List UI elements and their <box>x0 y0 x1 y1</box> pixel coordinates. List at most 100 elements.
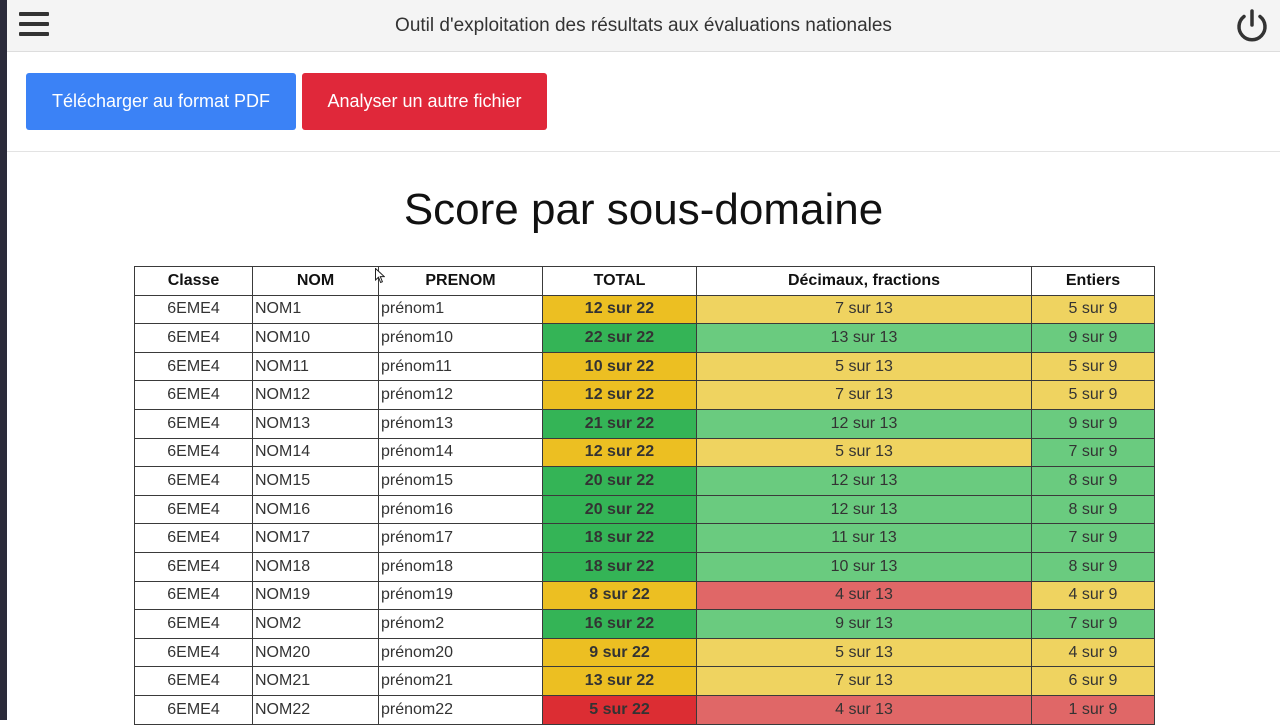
cell-decimaux-fractions: 4 sur 13 <box>696 694 1032 725</box>
column-header-total[interactable]: TOTAL <box>542 266 697 296</box>
cell-classe: 6EME4 <box>134 323 253 353</box>
table-row: 6EME4 NOM16 prénom16 20 sur 22 12 sur 13 8 su… <box>134 494 1155 525</box>
table-row: 6EME4 NOM17 prénom17 18 sur 22 11 sur 13 7 su… <box>134 523 1155 553</box>
cell-total: 13 sur 22 <box>542 666 697 696</box>
table-row: 6EME4 NOM20 prénom20 9 sur 22 5 sur 13 4 sur … <box>134 637 1155 668</box>
cell-classe: 6EME4 <box>134 466 253 496</box>
action-bar: Télécharger au format PDF Analyser un au… <box>7 52 1280 152</box>
cell-classe: 6EME4 <box>134 351 253 382</box>
power-icon[interactable] <box>1233 7 1271 45</box>
cell-entiers: 9 sur 9 <box>1031 408 1155 439</box>
score-table: Classe NOM PRENOM TOTAL Décimaux, fracti… <box>134 266 1155 725</box>
cell-nom: NOM18 <box>252 551 379 582</box>
cell-nom: NOM19 <box>252 580 379 611</box>
cell-total: 12 sur 22 <box>542 437 697 468</box>
cell-prenom: prénom20 <box>378 637 543 668</box>
table-row: 6EME4 NOM21 prénom21 13 sur 22 7 sur 13 6 sur… <box>134 666 1155 696</box>
cell-decimaux-fractions: 4 sur 13 <box>696 580 1032 611</box>
column-header-nom[interactable]: NOM <box>252 266 379 296</box>
table-row: 6EME4 NOM19 prénom19 8 sur 22 4 sur 13 4 sur … <box>134 580 1155 611</box>
window-edge <box>0 0 7 720</box>
cell-total: 18 sur 22 <box>542 551 697 582</box>
cell-decimaux-fractions: 7 sur 13 <box>696 380 1032 410</box>
cell-decimaux-fractions: 9 sur 13 <box>696 609 1032 639</box>
cell-entiers: 4 sur 9 <box>1031 637 1155 668</box>
table-header-row: Classe NOM PRENOM TOTAL Décimaux, fracti… <box>134 266 1155 296</box>
cell-classe: 6EME4 <box>134 637 253 668</box>
cell-total: 12 sur 22 <box>542 380 697 410</box>
table-row: 6EME4 NOM18 prénom18 18 sur 22 10 sur 13 8 su… <box>134 551 1155 582</box>
cell-entiers: 8 sur 9 <box>1031 466 1155 496</box>
cell-total: 18 sur 22 <box>542 523 697 553</box>
cell-prenom: prénom13 <box>378 408 543 439</box>
column-header-decimaux-fractions[interactable]: Décimaux, fractions <box>696 266 1032 296</box>
cell-total: 20 sur 22 <box>542 494 697 525</box>
app-title: Outil d'exploitation des résultats aux é… <box>395 15 892 36</box>
cell-nom: NOM20 <box>252 637 379 668</box>
cell-nom: NOM13 <box>252 408 379 439</box>
table-row: 6EME4 NOM13 prénom13 21 sur 22 12 sur 13 9 su… <box>134 408 1155 439</box>
column-header-classe[interactable]: Classe <box>134 266 253 296</box>
cell-entiers: 8 sur 9 <box>1031 494 1155 525</box>
top-bar: Outil d'exploitation des résultats aux é… <box>7 0 1280 52</box>
cell-prenom: prénom11 <box>378 351 543 382</box>
cell-prenom: prénom10 <box>378 323 543 353</box>
cell-classe: 6EME4 <box>134 580 253 611</box>
cell-entiers: 7 sur 9 <box>1031 523 1155 553</box>
cell-total: 10 sur 22 <box>542 351 697 382</box>
page-title: Score par sous-domaine <box>403 185 884 234</box>
cell-total: 8 sur 22 <box>542 580 697 611</box>
cell-prenom: prénom15 <box>378 466 543 496</box>
hamburger-menu-icon[interactable] <box>19 12 49 38</box>
download-pdf-button[interactable]: Télécharger au format PDF <box>26 73 296 130</box>
table-row: 6EME4 NOM1 prénom1 12 sur 22 7 sur 13 5 sur 9 <box>134 294 1155 325</box>
cell-decimaux-fractions: 7 sur 13 <box>696 294 1032 325</box>
cell-nom: NOM14 <box>252 437 379 468</box>
column-header-entiers[interactable]: Entiers <box>1031 266 1155 296</box>
table-row: 6EME4 NOM12 prénom12 12 sur 22 7 sur 13 5 sur… <box>134 380 1155 410</box>
cell-decimaux-fractions: 5 sur 13 <box>696 351 1032 382</box>
cell-entiers: 5 sur 9 <box>1031 351 1155 382</box>
cell-classe: 6EME4 <box>134 523 253 553</box>
cell-decimaux-fractions: 5 sur 13 <box>696 437 1032 468</box>
cell-nom: NOM10 <box>252 323 379 353</box>
column-header-prenom[interactable]: PRENOM <box>378 266 543 296</box>
cell-decimaux-fractions: 12 sur 13 <box>696 466 1032 496</box>
cell-prenom: prénom2 <box>378 609 543 639</box>
cell-classe: 6EME4 <box>134 609 253 639</box>
cell-classe: 6EME4 <box>134 380 253 410</box>
cell-entiers: 7 sur 9 <box>1031 609 1155 639</box>
cell-decimaux-fractions: 7 sur 13 <box>696 666 1032 696</box>
cell-decimaux-fractions: 13 sur 13 <box>696 323 1032 353</box>
table-row: 6EME4 NOM2 prénom2 16 sur 22 9 sur 13 7 sur 9 <box>134 609 1155 639</box>
cell-classe: 6EME4 <box>134 494 253 525</box>
table-row: 6EME4 NOM15 prénom15 20 sur 22 12 sur 13 8 su… <box>134 466 1155 496</box>
cell-nom: NOM17 <box>252 523 379 553</box>
cell-entiers: 5 sur 9 <box>1031 294 1155 325</box>
cell-total: 22 sur 22 <box>542 323 697 353</box>
cell-entiers: 4 sur 9 <box>1031 580 1155 611</box>
cell-classe: 6EME4 <box>134 408 253 439</box>
cell-entiers: 7 sur 9 <box>1031 437 1155 468</box>
cell-prenom: prénom19 <box>378 580 543 611</box>
cell-entiers: 9 sur 9 <box>1031 323 1155 353</box>
cell-nom: NOM16 <box>252 494 379 525</box>
cell-nom: NOM12 <box>252 380 379 410</box>
cell-entiers: 6 sur 9 <box>1031 666 1155 696</box>
cell-total: 20 sur 22 <box>542 466 697 496</box>
cell-prenom: prénom1 <box>378 294 543 325</box>
cell-nom: NOM2 <box>252 609 379 639</box>
cell-prenom: prénom17 <box>378 523 543 553</box>
cell-nom: NOM21 <box>252 666 379 696</box>
cell-prenom: prénom18 <box>378 551 543 582</box>
cell-total: 9 sur 22 <box>542 637 697 668</box>
cell-classe: 6EME4 <box>134 551 253 582</box>
cell-prenom: prénom16 <box>378 494 543 525</box>
cell-decimaux-fractions: 11 sur 13 <box>696 523 1032 553</box>
cell-decimaux-fractions: 5 sur 13 <box>696 637 1032 668</box>
cell-decimaux-fractions: 10 sur 13 <box>696 551 1032 582</box>
cell-classe: 6EME4 <box>134 666 253 696</box>
cell-total: 12 sur 22 <box>542 294 697 325</box>
analyze-other-file-button[interactable]: Analyser un autre fichier <box>302 73 547 130</box>
table-row: 6EME4 NOM11 prénom11 10 sur 22 5 sur 13 5 sur… <box>134 351 1155 382</box>
